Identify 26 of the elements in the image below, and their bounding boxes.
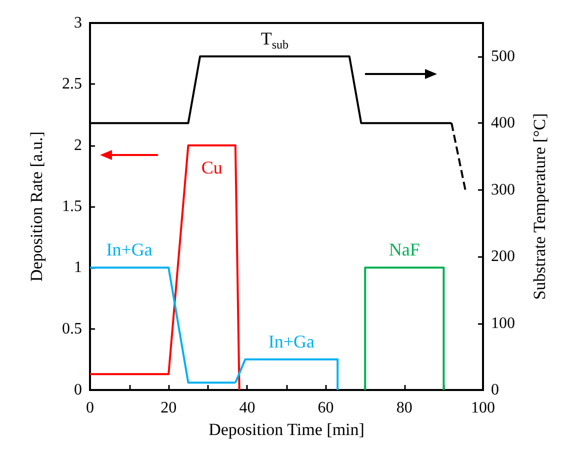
y-tick-label: 3 bbox=[74, 14, 82, 32]
y-tick-label: 1.5 bbox=[62, 198, 82, 215]
y-tick-label: 1 bbox=[74, 259, 82, 276]
x-axis-title: Deposition Time [min] bbox=[208, 420, 364, 439]
y-tick-label: 2 bbox=[74, 136, 82, 154]
y2-tick-label: 400 bbox=[491, 114, 515, 132]
series-label: NaF bbox=[388, 240, 420, 260]
y2-tick-label: 100 bbox=[491, 314, 515, 332]
series-label: In+Ga bbox=[106, 240, 152, 260]
y-axis-title: Deposition Rate [a.u.] bbox=[27, 131, 46, 282]
series-label: Cu bbox=[201, 157, 222, 178]
x-tick-label: 80 bbox=[396, 400, 412, 416]
y-tick-label: 2.5 bbox=[62, 76, 82, 93]
series-label: In+Ga bbox=[268, 331, 314, 352]
x-tick-label: 20 bbox=[160, 400, 177, 416]
y-tick-label: 0.5 bbox=[62, 320, 82, 338]
y2-tick-label: 0 bbox=[491, 382, 499, 398]
x-tick-label: 100 bbox=[471, 400, 495, 416]
y2-tick-label: 200 bbox=[491, 248, 515, 266]
y2-tick-label: 500 bbox=[491, 48, 515, 65]
x-tick-label: 0 bbox=[86, 400, 94, 416]
x-tick-label: 40 bbox=[239, 400, 256, 416]
y2-axis-title: Substrate Temperature [°C] bbox=[530, 113, 549, 300]
y-tick-label: 0 bbox=[74, 382, 82, 398]
x-tick-label: 60 bbox=[318, 400, 334, 416]
y2-tick-label: 300 bbox=[491, 181, 515, 198]
